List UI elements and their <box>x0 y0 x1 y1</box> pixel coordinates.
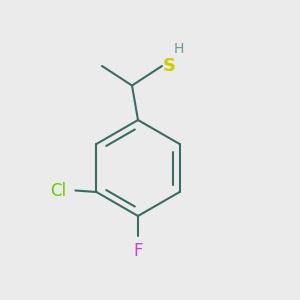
Text: Cl: Cl <box>50 182 66 200</box>
Text: S: S <box>163 57 176 75</box>
Text: H: H <box>173 43 184 56</box>
Text: F: F <box>133 242 143 260</box>
